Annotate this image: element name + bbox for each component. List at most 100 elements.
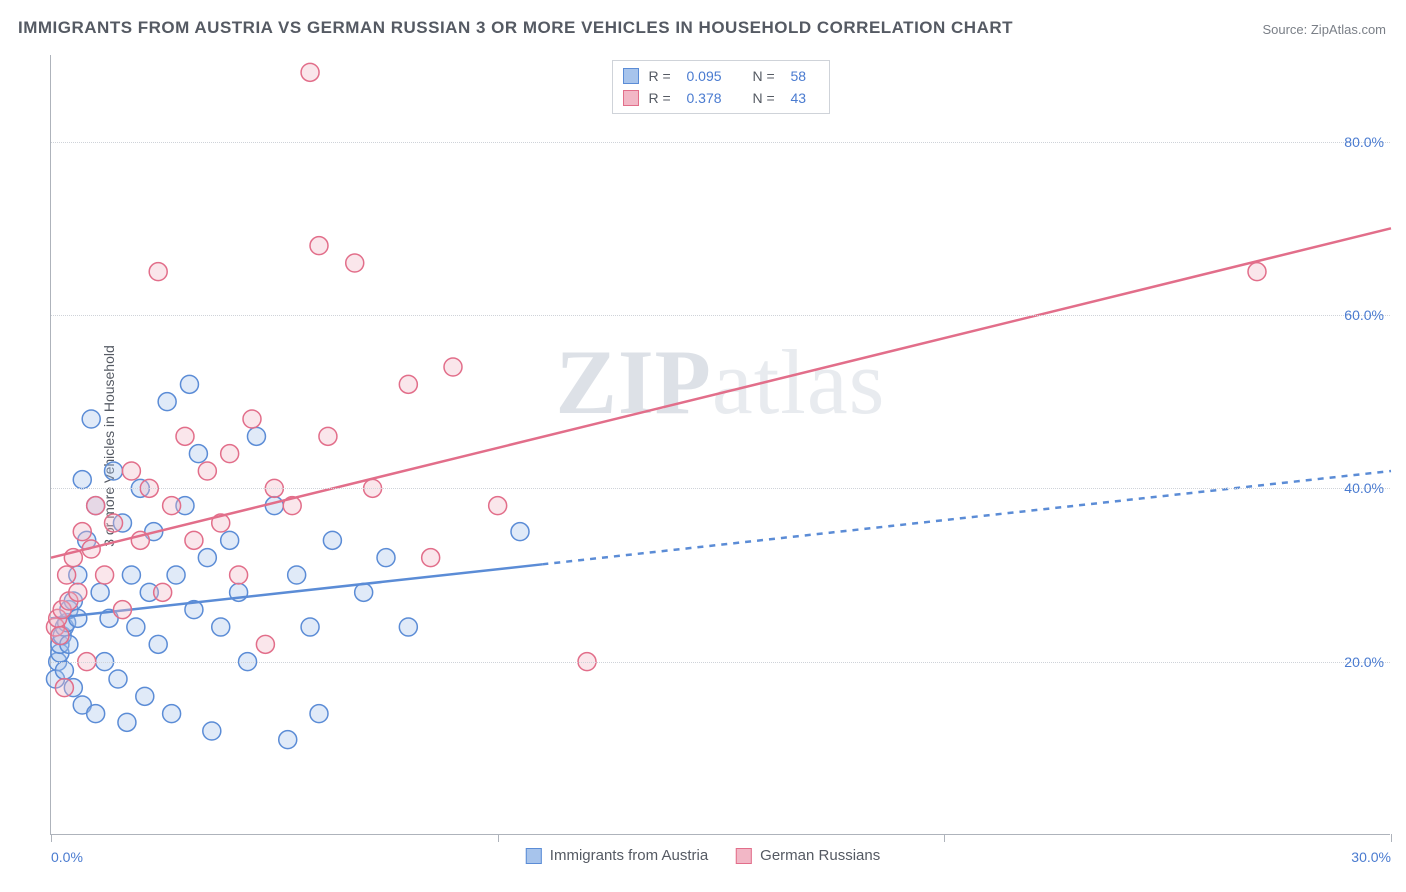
gridline-h (51, 662, 1390, 663)
data-point (185, 531, 203, 549)
chart-title: IMMIGRANTS FROM AUSTRIA VS GERMAN RUSSIA… (18, 18, 1013, 38)
series-legend: Immigrants from Austria German Russians (526, 847, 880, 864)
data-point (55, 661, 73, 679)
data-point (310, 705, 328, 723)
x-tick (1391, 834, 1392, 842)
y-tick-label: 40.0% (1344, 480, 1384, 496)
data-point (69, 583, 87, 601)
data-point (105, 514, 123, 532)
data-point (221, 531, 239, 549)
data-point (113, 601, 131, 619)
data-point (355, 583, 373, 601)
data-point (279, 731, 297, 749)
data-point (122, 566, 140, 584)
data-point (422, 549, 440, 567)
data-point (51, 627, 69, 645)
legend-swatch (623, 68, 639, 84)
data-point (323, 531, 341, 549)
legend-bottom-item: Immigrants from Austria (526, 847, 708, 864)
data-point (319, 427, 337, 445)
y-tick-label: 60.0% (1344, 307, 1384, 323)
data-point (163, 497, 181, 515)
data-point (377, 549, 395, 567)
data-point (91, 583, 109, 601)
data-point (1248, 263, 1266, 281)
data-point (265, 497, 283, 515)
data-point (399, 618, 417, 636)
data-point (167, 566, 185, 584)
data-point (444, 358, 462, 376)
data-point (149, 263, 167, 281)
data-point (310, 237, 328, 255)
legend-swatch (623, 90, 639, 106)
data-point (198, 462, 216, 480)
data-point (203, 722, 221, 740)
data-point (154, 583, 172, 601)
data-point (180, 375, 198, 393)
r-value: 0.095 (687, 65, 743, 87)
data-point (163, 705, 181, 723)
data-point (136, 687, 154, 705)
data-point (176, 427, 194, 445)
data-point (301, 63, 319, 81)
data-point (221, 445, 239, 463)
legend-label: German Russians (760, 847, 880, 864)
data-point (212, 618, 230, 636)
r-value: 0.378 (687, 87, 743, 109)
data-point (346, 254, 364, 272)
data-point (122, 462, 140, 480)
legend-swatch (526, 848, 542, 864)
n-label: N = (753, 65, 781, 87)
x-tick-label: 30.0% (1351, 849, 1391, 865)
legend-top-row: R = 0.095 N = 58 (623, 65, 819, 87)
data-point (87, 705, 105, 723)
gridline-h (51, 315, 1390, 316)
data-point (189, 445, 207, 463)
n-value: 43 (791, 87, 819, 109)
legend-swatch (736, 848, 752, 864)
scatter-plot-svg (51, 55, 1390, 834)
y-tick-label: 80.0% (1344, 134, 1384, 150)
data-point (118, 713, 136, 731)
data-point (109, 670, 127, 688)
data-point (105, 462, 123, 480)
n-value: 58 (791, 65, 819, 87)
trend-line-solid (51, 228, 1391, 557)
data-point (247, 427, 265, 445)
data-point (399, 375, 417, 393)
data-point (256, 635, 274, 653)
x-tick (498, 834, 499, 842)
data-point (158, 393, 176, 411)
data-point (511, 523, 529, 541)
legend-top-row: R = 0.378 N = 43 (623, 87, 819, 109)
gridline-h (51, 488, 1390, 489)
x-tick (51, 834, 52, 842)
correlation-legend: R = 0.095 N = 58 R = 0.378 N = 43 (612, 60, 830, 114)
data-point (87, 497, 105, 515)
data-point (73, 523, 91, 541)
source-label: Source: ZipAtlas.com (1262, 22, 1386, 37)
data-point (243, 410, 261, 428)
legend-label: Immigrants from Austria (550, 847, 708, 864)
data-point (73, 471, 91, 489)
data-point (96, 566, 114, 584)
trend-line-dashed (542, 471, 1391, 564)
n-label: N = (753, 87, 781, 109)
r-label: R = (649, 65, 677, 87)
data-point (288, 566, 306, 584)
gridline-h (51, 142, 1390, 143)
data-point (230, 566, 248, 584)
y-tick-label: 20.0% (1344, 654, 1384, 670)
x-tick-label: 0.0% (51, 849, 83, 865)
data-point (127, 618, 145, 636)
data-point (489, 497, 507, 515)
plot-area: ZIPatlas R =0.095N =58R =0.378N =43 20.0… (50, 55, 1390, 835)
data-point (301, 618, 319, 636)
r-label: R = (649, 87, 677, 109)
data-point (58, 566, 76, 584)
data-point (149, 635, 167, 653)
data-point (55, 679, 73, 697)
data-point (82, 410, 100, 428)
x-tick (944, 834, 945, 842)
data-point (198, 549, 216, 567)
